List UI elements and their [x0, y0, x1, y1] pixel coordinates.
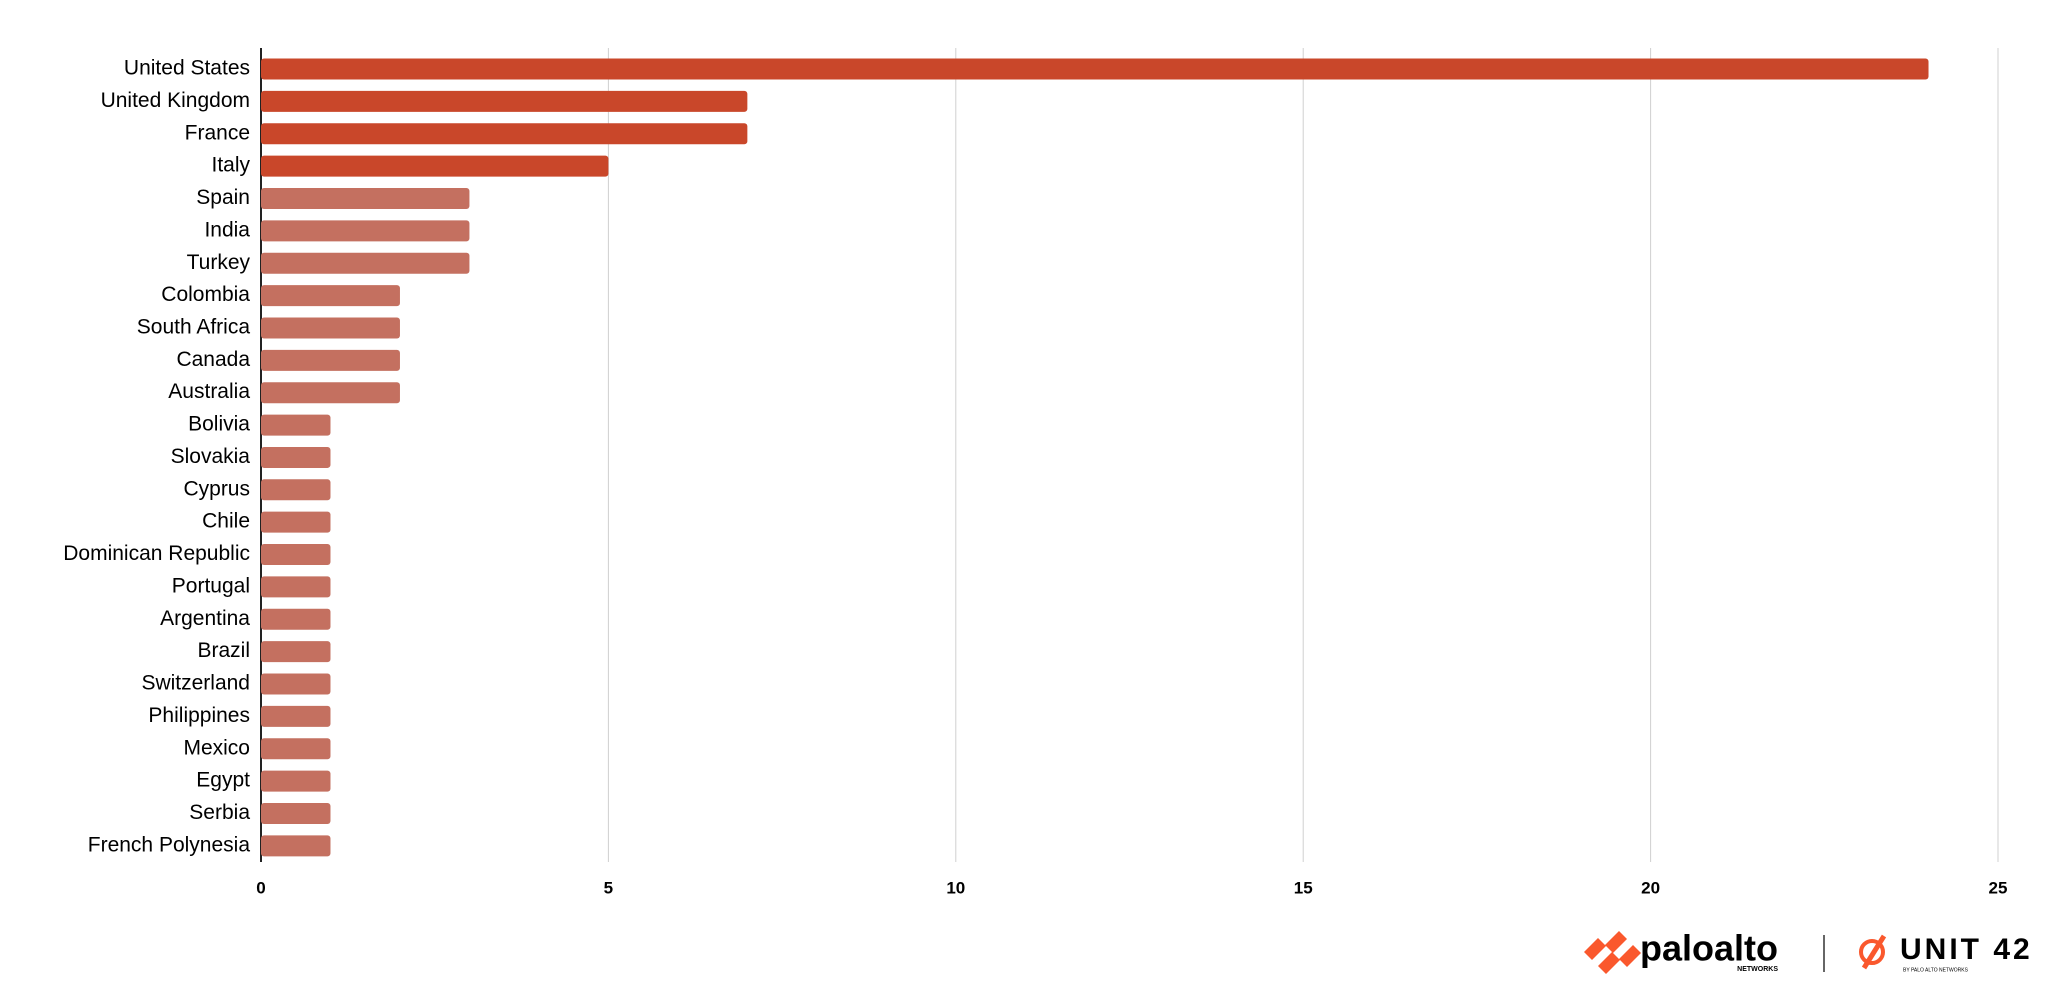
bar — [261, 349, 400, 371]
y-tick-label: Argentina — [160, 607, 250, 630]
y-tick-label: Australia — [168, 380, 250, 403]
y-tick-label: Serbia — [189, 801, 250, 824]
x-tick-label: 15 — [1294, 878, 1313, 897]
y-tick-label: France — [185, 121, 250, 144]
y-tick-label: Chile — [202, 510, 250, 533]
y-tick-label: Portugal — [172, 574, 250, 597]
y-tick-label: Dominican Republic — [63, 542, 250, 565]
y-tick-label: United States — [124, 57, 250, 80]
paloalto-icon — [1584, 931, 1641, 974]
unit: UNIT 42 — [1900, 933, 2033, 966]
y-tick-label: United Kingdom — [101, 89, 250, 112]
y-tick-label: India — [204, 218, 250, 241]
bar — [261, 123, 748, 145]
bar — [261, 446, 331, 468]
y-tick-label: Slovakia — [171, 445, 251, 468]
y-tick-label: French Polynesia — [88, 833, 251, 856]
bar — [261, 90, 748, 112]
bar — [261, 220, 470, 242]
bar — [261, 641, 331, 663]
bar — [261, 382, 400, 404]
y-tick-label: Italy — [211, 154, 250, 177]
y-tick-label: Mexico — [183, 736, 250, 759]
x-tick-label: 5 — [604, 878, 613, 897]
unit-sub: BY PALO ALTO NETWORKS — [1903, 967, 1969, 973]
bar — [261, 803, 331, 825]
bar — [261, 576, 331, 598]
y-tick-label: Brazil — [197, 639, 250, 662]
bar — [261, 252, 470, 274]
bar — [261, 317, 400, 339]
bar — [261, 608, 331, 630]
bar — [261, 511, 331, 533]
bar — [261, 673, 331, 695]
bar — [261, 705, 331, 727]
bar — [261, 414, 331, 436]
bar — [261, 155, 609, 177]
bar — [261, 187, 470, 209]
bar — [261, 835, 331, 857]
y-tick-label: Spain — [196, 186, 250, 209]
brand-sub: NETWORKS — [1737, 966, 1778, 973]
y-tick-label: Cyprus — [183, 477, 250, 500]
y-tick-label: Switzerland — [141, 672, 250, 695]
x-tick-label: 20 — [1641, 878, 1660, 897]
unit42-icon — [1859, 934, 1887, 970]
x-tick-label: 25 — [1989, 878, 2008, 897]
footer: paloalto NETWORKS UNIT 42 BY PALO ALTO N… — [1584, 928, 2033, 974]
y-tick-label: Philippines — [148, 704, 250, 727]
bar — [261, 479, 331, 501]
brand: paloalto — [1640, 928, 1778, 969]
bar — [261, 738, 331, 760]
bar — [261, 544, 331, 566]
y-tick-label: South Africa — [137, 316, 251, 339]
y-tick-label: Colombia — [161, 283, 250, 306]
x-tick-label: 0 — [256, 878, 265, 897]
bar — [261, 770, 331, 792]
y-tick-label: Turkey — [187, 251, 251, 274]
y-tick-label: Egypt — [196, 769, 250, 792]
bar — [261, 58, 1929, 80]
x-tick-label: 10 — [946, 878, 965, 897]
bar — [261, 285, 400, 307]
y-tick-label: Bolivia — [188, 413, 250, 436]
y-tick-label: Canada — [176, 348, 250, 371]
